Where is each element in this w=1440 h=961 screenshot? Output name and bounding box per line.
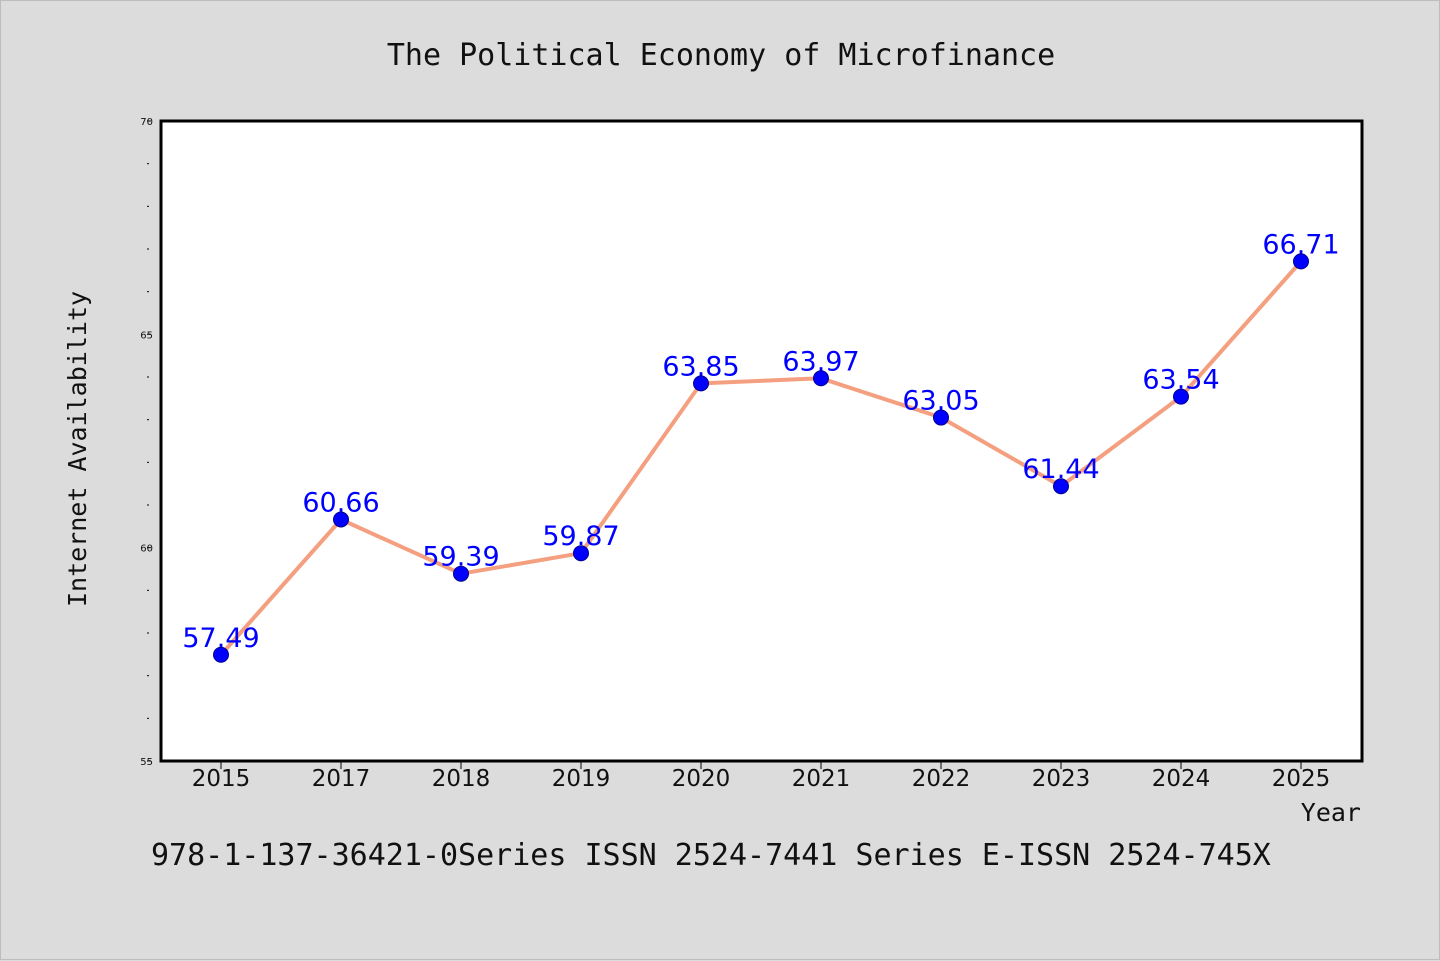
y-tick-label: 60	[140, 544, 153, 555]
y-tick-label: 65	[140, 330, 153, 341]
y-axis: 55 60 65 70	[140, 117, 153, 768]
data-point	[813, 370, 829, 387]
data-point	[1293, 253, 1309, 270]
x-tick-label: 2025	[1272, 766, 1331, 792]
data-markers	[213, 253, 1309, 663]
x-tick-label: 2021	[792, 766, 851, 792]
y-axis-label: Internet Availability	[63, 291, 92, 607]
data-point	[933, 409, 949, 426]
x-tick-label: 2024	[1152, 766, 1211, 792]
x-tick-label: 2017	[312, 766, 371, 792]
data-value-label: 57.49	[182, 623, 259, 654]
data-value-label: 63.54	[1142, 365, 1219, 396]
y-tick-label: 70	[140, 117, 153, 128]
data-labels: 57.49 60.66 59.39 59.87 63.85 63.97 63.05 61.44…	[182, 229, 1339, 653]
data-value-label: 66.71	[1262, 229, 1339, 260]
data-point	[453, 565, 469, 582]
data-point	[693, 375, 709, 392]
y-tick-label: 55	[140, 757, 153, 768]
data-value-label: 63.85	[662, 351, 739, 382]
data-value-label: 61.44	[1022, 454, 1099, 485]
data-value-label: 59.87	[542, 521, 619, 552]
data-value-label: 59.39	[422, 542, 499, 573]
x-tick-label: 2015	[192, 766, 251, 792]
data-value-label: 60.66	[302, 488, 379, 519]
data-point	[333, 511, 349, 528]
chart-title: The Political Economy of Microfinance	[387, 38, 1055, 73]
data-point	[573, 545, 589, 562]
data-point	[213, 646, 229, 663]
data-value-label: 63.97	[782, 346, 859, 377]
x-tick-label: 2018	[432, 766, 491, 792]
x-axis-label: Year	[1301, 798, 1361, 827]
x-tick-label: 2019	[552, 766, 611, 792]
series-line	[219, 260, 1303, 657]
data-point	[1173, 388, 1189, 405]
x-tick-label: 2023	[1032, 766, 1091, 792]
x-tick-label: 2022	[912, 766, 971, 792]
series-line-layer	[219, 260, 1303, 657]
data-value-label: 63.05	[902, 386, 979, 417]
footer-isbn-issn: 978-1-137-36421-0Series ISSN 2524-7441 S…	[151, 838, 1271, 873]
plot-area	[159, 119, 1364, 763]
data-point	[1053, 478, 1069, 495]
x-axis: 2015 2017 2018 2019 2020 2021 2022 2023 2024 2025	[192, 761, 1331, 792]
x-tick-label: 2020	[672, 766, 731, 792]
